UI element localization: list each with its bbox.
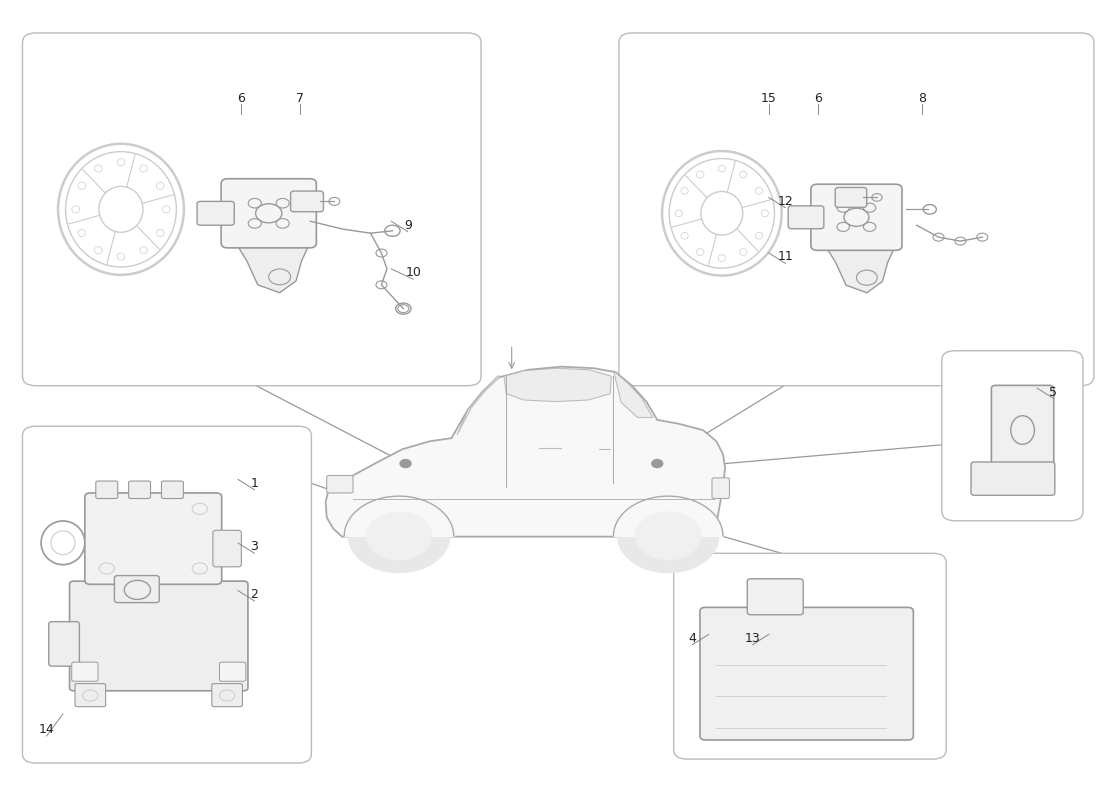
Text: 5: 5: [1049, 386, 1057, 398]
Text: 9: 9: [404, 218, 411, 232]
FancyBboxPatch shape: [747, 579, 803, 614]
Polygon shape: [235, 243, 310, 293]
FancyBboxPatch shape: [22, 33, 481, 386]
Text: 6: 6: [238, 92, 245, 105]
FancyBboxPatch shape: [75, 684, 106, 706]
FancyBboxPatch shape: [712, 478, 729, 498]
Polygon shape: [504, 368, 612, 402]
Text: 4: 4: [689, 632, 696, 645]
Text: eurospares: eurospares: [169, 584, 263, 598]
FancyBboxPatch shape: [85, 493, 222, 584]
FancyBboxPatch shape: [96, 481, 118, 498]
Text: 8: 8: [918, 92, 926, 105]
FancyBboxPatch shape: [700, 607, 913, 740]
FancyBboxPatch shape: [69, 581, 248, 690]
Text: 11: 11: [778, 250, 793, 263]
Text: 14: 14: [39, 723, 54, 736]
Polygon shape: [825, 246, 895, 293]
Text: 10: 10: [405, 266, 421, 279]
Text: 15: 15: [761, 92, 777, 105]
FancyBboxPatch shape: [991, 386, 1054, 474]
FancyBboxPatch shape: [162, 481, 184, 498]
Text: 6: 6: [814, 92, 822, 105]
Text: 12: 12: [778, 195, 793, 208]
Text: 3: 3: [251, 541, 258, 554]
Ellipse shape: [366, 512, 432, 560]
FancyBboxPatch shape: [789, 206, 824, 229]
Circle shape: [400, 459, 411, 467]
FancyBboxPatch shape: [942, 350, 1084, 521]
Ellipse shape: [636, 512, 701, 560]
FancyBboxPatch shape: [114, 575, 160, 602]
FancyBboxPatch shape: [619, 33, 1093, 386]
Polygon shape: [326, 366, 725, 537]
Text: 1: 1: [251, 477, 258, 490]
Text: 13: 13: [745, 632, 760, 645]
Ellipse shape: [617, 499, 718, 573]
Text: 7: 7: [297, 92, 305, 105]
FancyBboxPatch shape: [290, 191, 323, 212]
FancyBboxPatch shape: [72, 662, 98, 682]
FancyBboxPatch shape: [835, 187, 867, 207]
FancyBboxPatch shape: [220, 662, 245, 682]
FancyBboxPatch shape: [213, 530, 241, 567]
FancyBboxPatch shape: [811, 184, 902, 250]
FancyBboxPatch shape: [327, 475, 353, 493]
FancyBboxPatch shape: [22, 426, 311, 763]
FancyBboxPatch shape: [221, 178, 317, 248]
FancyBboxPatch shape: [48, 622, 79, 666]
Text: 2: 2: [251, 588, 258, 601]
FancyBboxPatch shape: [971, 462, 1055, 495]
Text: eurospares: eurospares: [716, 246, 811, 260]
Polygon shape: [614, 370, 653, 418]
Ellipse shape: [349, 499, 450, 573]
FancyBboxPatch shape: [197, 202, 234, 226]
FancyBboxPatch shape: [212, 684, 242, 706]
Text: eurospares: eurospares: [716, 584, 811, 598]
FancyBboxPatch shape: [673, 554, 946, 759]
Text: eurospares: eurospares: [169, 246, 263, 260]
FancyBboxPatch shape: [129, 481, 151, 498]
Polygon shape: [456, 376, 501, 435]
Circle shape: [652, 459, 662, 467]
